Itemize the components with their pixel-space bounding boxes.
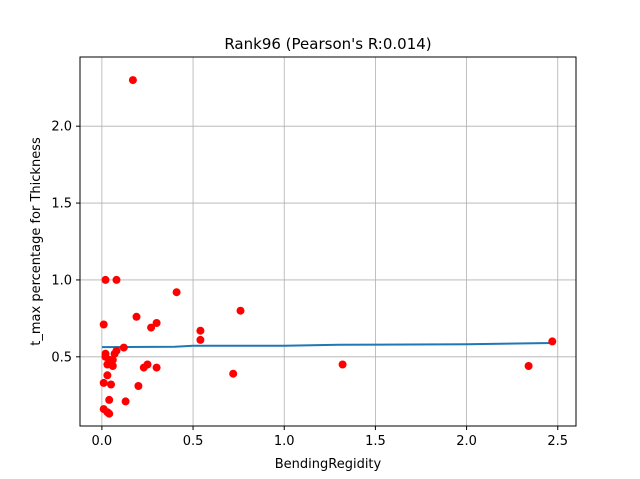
- scatter-point: [103, 371, 112, 380]
- scatter-point: [152, 319, 161, 327]
- chart-title: Rank96 (Pearson's R:0.014): [224, 35, 431, 53]
- scatter-point: [236, 306, 245, 315]
- scatter-point: [108, 362, 117, 370]
- x-tick-label: 0.5: [183, 434, 204, 449]
- scatter-point: [105, 409, 114, 418]
- scatter-point: [128, 76, 137, 85]
- scatter-point: [139, 363, 148, 372]
- scatter-point: [101, 275, 110, 284]
- x-tick-label: 2.5: [547, 434, 568, 449]
- grid: [80, 57, 576, 426]
- scatter-point: [99, 378, 108, 387]
- scatter-point: [121, 397, 130, 406]
- scatter-point: [172, 288, 181, 297]
- scatter-point: [196, 335, 205, 344]
- x-tick-label: 0.0: [92, 434, 113, 449]
- scatter-point: [112, 275, 121, 284]
- fit-line-layer: [101, 342, 553, 349]
- y-tick-label: 0.5: [51, 350, 72, 365]
- x-axis-ticks: 0.0 0.5 1.0 1.5 2.0 2.5: [92, 426, 568, 449]
- x-tick-label: 1.0: [274, 434, 295, 449]
- scatter-point: [147, 323, 156, 332]
- scatter-point: [99, 320, 108, 329]
- scatter-point: [152, 363, 161, 372]
- scatter-point: [119, 343, 128, 352]
- scatter-point: [196, 326, 205, 335]
- plot-frame: [79, 56, 577, 427]
- y-tick-label: 1.5: [51, 197, 72, 212]
- scatter-point: [338, 360, 347, 369]
- scatter-point: [524, 362, 533, 370]
- fit-line: [101, 342, 553, 349]
- scatter-point: [548, 337, 557, 346]
- y-tick-label: 1.0: [51, 273, 72, 288]
- scatter-point: [132, 312, 141, 321]
- scatter-point: [134, 382, 143, 390]
- x-tick-label: 2.0: [456, 434, 477, 449]
- scatter-points: [99, 76, 557, 418]
- scatter-point: [107, 380, 115, 389]
- y-axis-label: t_max percentage for Thickness: [29, 137, 44, 346]
- scatter-point: [229, 369, 238, 378]
- y-axis-ticks: 0.5 1.0 1.5 2.0: [51, 120, 80, 365]
- x-tick-label: 1.5: [365, 434, 386, 449]
- scatter-point: [105, 395, 114, 404]
- x-axis-label: BendingRegidity: [275, 457, 382, 472]
- y-tick-label: 2.0: [51, 120, 72, 135]
- scatter-point: [110, 349, 119, 358]
